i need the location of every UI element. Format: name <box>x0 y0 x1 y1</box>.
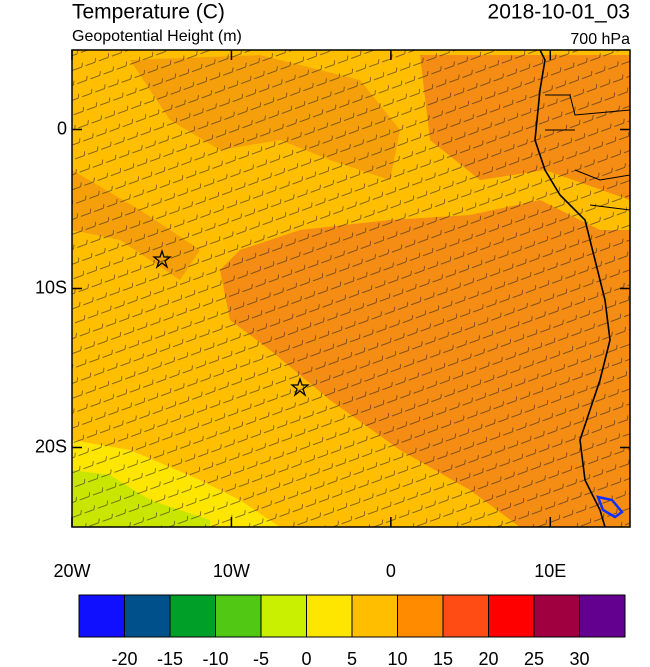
colorbar-swatch <box>533 594 580 638</box>
colorbar-label: 0 <box>301 649 311 667</box>
x-tick-label: 10E <box>534 561 566 581</box>
colorbar-swatch <box>442 594 489 638</box>
colorbar-label: -20 <box>111 649 137 667</box>
colorbar-label: 30 <box>569 649 589 667</box>
colorbar-swatch <box>488 594 535 638</box>
colorbar-swatch <box>169 594 216 638</box>
x-tick-label: 10W <box>213 561 250 581</box>
colorbar-swatch <box>78 594 125 638</box>
colorbar-label: -15 <box>157 649 183 667</box>
y-tick-label: 20S <box>35 436 67 456</box>
map-subtitle: Geopotential Height (m) <box>72 28 242 45</box>
y-tick-label: 10S <box>35 277 67 297</box>
colorbar-label: 5 <box>347 649 357 667</box>
colorbar-label: -10 <box>202 649 228 667</box>
colorbar-swatch <box>351 594 398 638</box>
colorbar-label: 10 <box>387 649 407 667</box>
colorbar-swatch <box>124 594 171 638</box>
colorbar-swatch <box>397 594 444 638</box>
colorbar-swatch <box>579 594 626 638</box>
y-tick-label: 0 <box>57 118 67 138</box>
colorbar-label: -5 <box>253 649 269 667</box>
colorbar-swatch <box>260 594 307 638</box>
x-tick-label: 0 <box>386 561 396 581</box>
colorbar-label: 15 <box>433 649 453 667</box>
map-title: Temperature (C) <box>72 1 225 24</box>
x-tick-label: 20W <box>53 561 90 581</box>
colorbar-label: 20 <box>478 649 498 667</box>
map-level: 700 hPa <box>570 31 630 48</box>
temperature-field <box>72 50 630 527</box>
colorbar-swatch <box>215 594 262 638</box>
map-date: 2018-10-01_03 <box>488 1 630 24</box>
colorbar-label: 25 <box>524 649 544 667</box>
colorbar-swatch <box>306 594 353 638</box>
